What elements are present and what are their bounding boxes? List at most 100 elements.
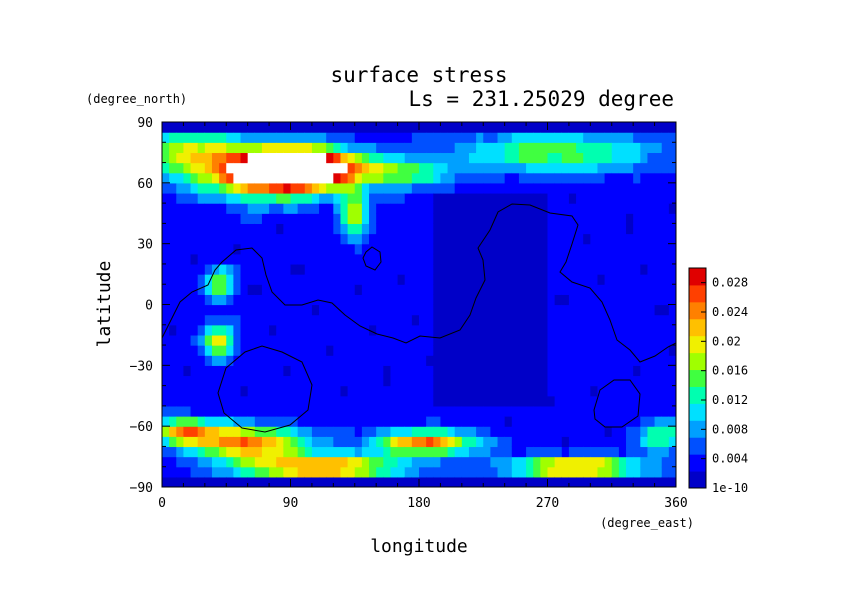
heat-cell — [361, 192, 370, 204]
heat-cell — [611, 324, 620, 336]
heat-cell — [254, 446, 263, 458]
heat-cell — [290, 132, 299, 143]
heat-cell — [611, 314, 620, 326]
heat-cell — [647, 345, 656, 356]
heat-cell — [176, 162, 185, 174]
heat-cell — [540, 436, 549, 448]
heat-cell — [183, 345, 192, 356]
heat-cell — [426, 274, 434, 285]
heat-cell — [640, 182, 649, 194]
heat-cell — [590, 263, 599, 275]
heat-cell — [376, 182, 384, 194]
heat-cell — [276, 253, 284, 265]
heat-cell — [611, 274, 620, 285]
heat-cell — [640, 263, 649, 275]
heat-cell — [447, 355, 456, 366]
heat-cell — [447, 446, 456, 458]
heat-cell — [454, 132, 463, 143]
heat-cell — [618, 132, 627, 143]
heat-cell — [433, 294, 442, 306]
heat-cell — [561, 446, 570, 458]
heat-cell — [597, 132, 606, 143]
heat-cell — [511, 152, 520, 164]
heat-cell — [476, 456, 484, 468]
heat-cell — [476, 142, 484, 154]
heat-cell — [554, 446, 563, 458]
heat-cell — [404, 172, 413, 184]
heat-cell — [533, 162, 541, 174]
heat-cell — [433, 213, 442, 224]
heat-cell — [411, 213, 420, 224]
heat-cell — [283, 456, 292, 468]
heat-cell — [597, 466, 606, 478]
heat-cell — [533, 263, 541, 275]
heat-cell — [347, 203, 356, 214]
heat-cell — [226, 152, 234, 164]
heat-cell — [283, 334, 292, 346]
heat-cell — [497, 456, 506, 468]
heat-cell — [511, 405, 520, 417]
heat-cell — [518, 172, 527, 184]
heat-cell — [276, 213, 284, 224]
heat-cell — [333, 426, 342, 437]
heat-cell — [390, 274, 399, 285]
heat-cell — [490, 243, 499, 255]
heat-cell — [261, 375, 270, 387]
heat-cell — [411, 152, 420, 164]
heat-cell — [383, 355, 392, 366]
heat-cell — [633, 274, 641, 285]
heat-cell — [311, 385, 320, 397]
heat-cell — [583, 172, 591, 184]
heat-cell — [654, 355, 663, 366]
heat-cell — [490, 142, 499, 154]
heat-cell — [468, 416, 477, 427]
heat-cell — [454, 416, 463, 427]
heat-cell — [526, 456, 534, 468]
heat-cell — [647, 476, 656, 487]
heat-cell — [226, 182, 234, 194]
heat-cell — [254, 365, 263, 377]
heat-cell — [504, 334, 513, 346]
heat-cell — [233, 426, 242, 437]
heat-cell — [383, 334, 392, 346]
heat-cell — [576, 416, 584, 427]
heat-cell — [426, 142, 434, 154]
y-tick-label: 0 — [145, 299, 153, 314]
heat-cell — [618, 294, 627, 306]
heat-cell — [661, 365, 670, 377]
heat-cell — [476, 355, 484, 366]
heat-cell — [518, 223, 527, 235]
heat-cell — [240, 375, 249, 387]
heat-cell — [290, 162, 299, 174]
heat-cell — [533, 284, 541, 295]
heat-cell — [390, 233, 399, 245]
heat-cell — [290, 324, 299, 336]
heat-cell — [647, 365, 656, 377]
heat-cell — [604, 476, 613, 487]
heat-cell — [261, 416, 270, 427]
heat-cell — [654, 253, 663, 265]
heat-cell — [197, 304, 206, 316]
heat-cell — [618, 345, 627, 356]
heat-cell — [647, 172, 656, 184]
heat-cell — [219, 375, 227, 387]
heat-cell — [661, 122, 670, 133]
heat-cell — [254, 122, 263, 133]
heat-cell — [319, 345, 327, 356]
heat-cell — [583, 436, 591, 448]
heat-cell — [483, 294, 491, 306]
heat-cell — [618, 436, 627, 448]
heat-cell — [461, 324, 470, 336]
heat-cell — [390, 122, 399, 133]
heat-cell — [476, 122, 484, 133]
heat-cell — [390, 203, 399, 214]
heat-cell — [454, 182, 463, 194]
heat-cell — [383, 274, 392, 285]
heat-cell — [261, 324, 270, 336]
heat-cell — [411, 466, 420, 478]
heat-cell — [668, 172, 676, 184]
heat-cell — [483, 365, 491, 377]
heat-cell — [319, 314, 327, 326]
heat-cell — [511, 476, 520, 487]
heat-cell — [219, 132, 227, 143]
